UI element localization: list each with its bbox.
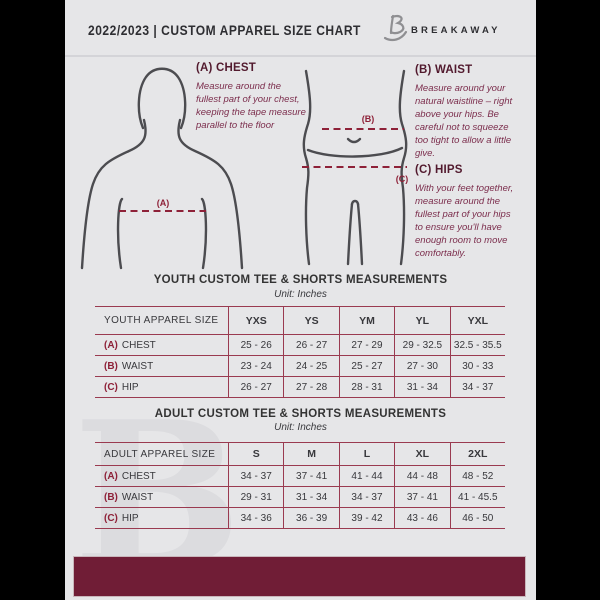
hips-marker-label: (C): [396, 174, 409, 184]
table-cell: 41 - 45.5: [449, 487, 505, 508]
row-prefix: (B): [104, 360, 118, 372]
brand-name: BREAKAWAY: [411, 25, 501, 36]
row-name: HIP: [121, 512, 139, 524]
column-header: YS: [283, 306, 339, 335]
table-cell: 36 - 39: [283, 508, 339, 529]
adult-size-table: ADULT APPAREL SIZE S M L XL 2XL (A) CHEST…: [95, 442, 505, 529]
row-label: (C) HIP: [95, 377, 228, 398]
row-name: CHEST: [121, 470, 156, 482]
row-label: (A) CHEST: [95, 335, 228, 356]
chest-instruction-heading: (A) CHEST: [196, 62, 256, 74]
table-cell: 25 - 26: [228, 335, 284, 356]
table-cell: 24 - 25: [283, 356, 339, 377]
breakaway-logo-icon: [383, 14, 408, 42]
table-cell: 44 - 48: [394, 466, 450, 487]
row-name: WAIST: [121, 360, 154, 372]
table-cell: 31 - 34: [283, 487, 339, 508]
table-cell: 29 - 32.5: [394, 335, 450, 356]
row-label: (C) HIP: [95, 508, 228, 529]
table-cell: 25 - 27: [338, 356, 395, 377]
row-name: CHEST: [121, 339, 156, 351]
table-cell: 46 - 50: [449, 508, 505, 529]
table-cell: 37 - 41: [283, 466, 339, 487]
column-header: YXS: [228, 306, 284, 335]
page-title: 2022/2023 | CUSTOM APPAREL SIZE CHART: [88, 22, 361, 38]
table-cell: 23 - 24: [228, 356, 284, 377]
column-header: L: [338, 442, 395, 466]
table-cell: 34 - 36: [228, 508, 284, 529]
table-cell: 26 - 27: [283, 335, 339, 356]
row-label: (B) WAIST: [95, 487, 228, 508]
row-prefix: (B): [104, 491, 118, 503]
column-header: YL: [394, 306, 450, 335]
table-cell: 31 - 34: [394, 377, 450, 398]
footer-bar: [73, 556, 526, 597]
table-cell: 26 - 27: [228, 377, 284, 398]
column-header: S: [228, 442, 284, 466]
table-cell: 41 - 44: [338, 466, 395, 487]
youth-table-unit: Unit: Inches: [274, 289, 327, 300]
table-cell: 27 - 28: [283, 377, 339, 398]
chest-instruction-text: Measure around the fullest part of your …: [196, 81, 306, 131]
header-divider: [65, 55, 536, 57]
youth-table-title: YOUTH CUSTOM TEE & SHORTS MEASUREMENTS: [153, 274, 448, 286]
table-cell: 30 - 33: [449, 356, 505, 377]
youth-size-table: YOUTH APPAREL SIZE YXS YS YM YL YXL (A) C…: [95, 306, 505, 398]
row-prefix: (A): [104, 470, 118, 482]
hips-instruction: (C) HIPS With your feet together, measur…: [415, 164, 521, 260]
hips-instruction-text: With your feet together, measure around …: [415, 183, 514, 259]
column-header: YOUTH APPAREL SIZE: [95, 306, 228, 335]
waist-instruction: (B) WAIST Measure around your natural wa…: [415, 64, 515, 160]
waist-marker-label: (B): [362, 114, 375, 124]
chest-marker-label: (A): [157, 198, 170, 208]
table-cell: 34 - 37: [449, 377, 505, 398]
table-cell: 27 - 29: [338, 335, 395, 356]
table-cell: 37 - 41: [394, 487, 450, 508]
table-cell: 29 - 31: [228, 487, 284, 508]
table-cell: 34 - 37: [338, 487, 395, 508]
column-header: YXL: [449, 306, 505, 335]
hips-instruction-heading: (C) HIPS: [415, 164, 463, 176]
column-header: 2XL: [449, 442, 505, 466]
row-prefix: (A): [104, 339, 118, 351]
table-cell: 43 - 46: [394, 508, 450, 529]
row-prefix: (C): [104, 381, 118, 393]
row-prefix: (C): [104, 512, 118, 524]
adult-table-unit: Unit: Inches: [274, 422, 327, 433]
waist-instruction-text: Measure around your natural waistline – …: [415, 83, 513, 159]
torso-figure: (A): [80, 67, 244, 270]
column-header: ADULT APPAREL SIZE: [95, 442, 228, 466]
row-name: WAIST: [121, 491, 154, 503]
table-cell: 28 - 31: [338, 377, 395, 398]
size-chart-document: 2022/2023 | CUSTOM APPAREL SIZE CHART BR…: [65, 0, 536, 600]
row-label: (B) WAIST: [95, 356, 228, 377]
table-cell: 27 - 30: [394, 356, 450, 377]
chest-instruction: (A) CHEST Measure around the fullest par…: [196, 62, 308, 133]
table-cell: 34 - 37: [228, 466, 284, 487]
row-label: (A) CHEST: [95, 466, 228, 487]
table-cell: 32.5 - 35.5: [449, 335, 505, 356]
lower-body-figure: (B) (C): [302, 69, 409, 266]
row-name: HIP: [121, 381, 139, 393]
waist-instruction-heading: (B) WAIST: [415, 64, 473, 76]
column-header: XL: [394, 442, 450, 466]
column-header: YM: [338, 306, 395, 335]
column-header: M: [283, 442, 339, 466]
adult-table-title: ADULT CUSTOM TEE & SHORTS MEASUREMENTS: [154, 408, 447, 420]
table-cell: 39 - 42: [338, 508, 395, 529]
table-cell: 48 - 52: [449, 466, 505, 487]
